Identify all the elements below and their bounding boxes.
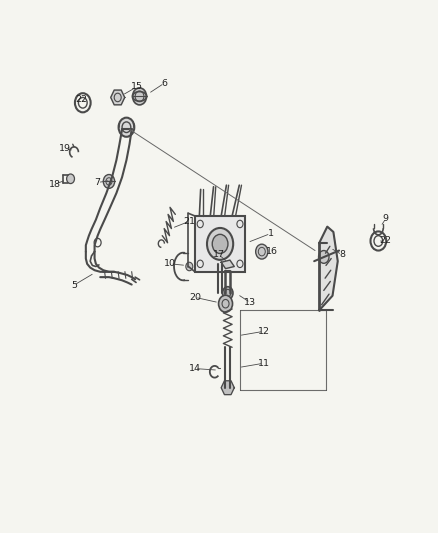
Circle shape (67, 174, 74, 183)
Text: 11: 11 (258, 359, 269, 368)
Text: 20: 20 (189, 293, 201, 302)
Text: 8: 8 (339, 251, 345, 260)
Text: 22: 22 (75, 94, 88, 103)
Text: 7: 7 (95, 178, 101, 187)
Text: 18: 18 (49, 180, 61, 189)
Text: 15: 15 (131, 82, 143, 91)
Text: 14: 14 (189, 364, 201, 373)
Text: 22: 22 (380, 237, 392, 246)
Polygon shape (111, 90, 125, 105)
Polygon shape (221, 260, 234, 269)
Text: 12: 12 (258, 327, 269, 336)
Text: 9: 9 (383, 214, 389, 223)
Polygon shape (319, 227, 338, 310)
Circle shape (223, 287, 233, 300)
Text: 5: 5 (71, 280, 77, 289)
Circle shape (318, 251, 329, 263)
Text: 19: 19 (59, 144, 71, 153)
Text: 6: 6 (162, 78, 167, 87)
Circle shape (133, 88, 147, 105)
Text: 16: 16 (266, 247, 278, 256)
Bar (195, 216, 245, 272)
Circle shape (256, 244, 268, 259)
Text: 13: 13 (244, 298, 257, 307)
Text: 17: 17 (213, 251, 225, 260)
Polygon shape (221, 381, 234, 394)
Circle shape (103, 174, 115, 188)
Circle shape (212, 235, 228, 254)
Circle shape (219, 295, 233, 312)
Circle shape (207, 228, 233, 260)
Text: 1: 1 (268, 229, 273, 238)
Text: 21: 21 (184, 217, 195, 226)
Circle shape (119, 118, 134, 137)
Text: 10: 10 (164, 260, 176, 268)
Circle shape (186, 262, 193, 271)
